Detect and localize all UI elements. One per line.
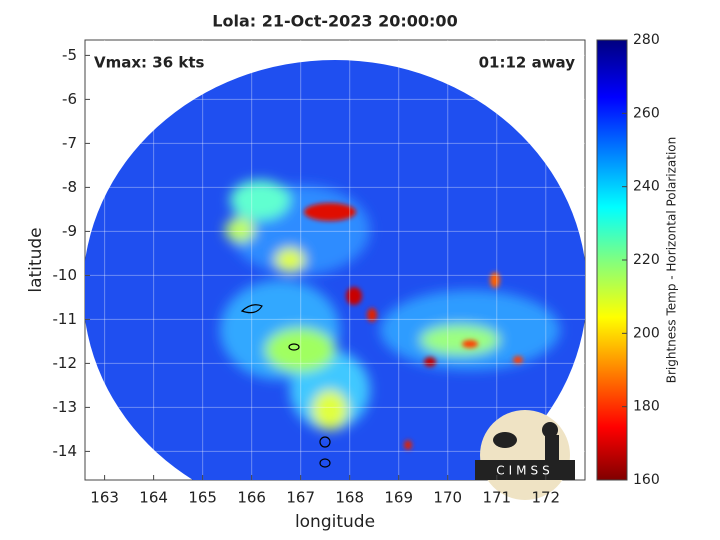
chart-title: Lola: 21-Oct-2023 20:00:00: [212, 12, 457, 31]
y-tick-label: -9: [62, 222, 77, 240]
colorbar-tick-label: 200: [633, 325, 660, 341]
colorbar-tick-label: 220: [633, 252, 660, 268]
cimss-logo: CIMSS: [475, 410, 575, 500]
x-tick-label: 171: [482, 489, 511, 507]
colorbar-tick-label: 160: [633, 472, 660, 488]
y-tick-label: -8: [62, 178, 77, 196]
x-tick-label: 170: [433, 489, 462, 507]
x-tick-label: 167: [286, 489, 315, 507]
y-tick-label: -14: [53, 442, 78, 460]
colorbar-tick-label: 280: [633, 32, 660, 48]
x-axis-label: longitude: [295, 512, 375, 532]
y-tick-label: -13: [53, 398, 78, 416]
x-tick-label: 165: [188, 489, 217, 507]
x-tick-label: 169: [384, 489, 413, 507]
x-tick-label: 172: [531, 489, 560, 507]
colorbar-label: Brightness Temp - Horizontal Polarizatio…: [665, 137, 679, 384]
y-tick-label: -7: [62, 134, 77, 152]
y-tick-label: -6: [62, 90, 77, 108]
grid: [85, 40, 585, 480]
y-tick-label: -10: [53, 266, 78, 284]
colorbar-tick-label: 260: [633, 105, 660, 121]
x-tick-label: 163: [90, 489, 119, 507]
contours: [240, 304, 331, 468]
swath-image: [85, 60, 585, 480]
y-axis-label: latitude: [26, 227, 46, 292]
y-tick-label: -5: [62, 46, 77, 64]
x-tick-label: 164: [139, 489, 168, 507]
logo-text: CIMSS: [496, 464, 554, 478]
colorbar-tick-label: 240: [633, 179, 660, 195]
y-tick-label: -11: [53, 310, 78, 328]
y-tick-label: -12: [53, 354, 78, 372]
x-tick-label: 168: [335, 489, 364, 507]
x-tick-label: 166: [237, 489, 266, 507]
colorbar-tick-label: 180: [633, 399, 660, 415]
annotation: 01:12 away: [479, 54, 576, 72]
annotation: Vmax: 36 kts: [94, 54, 204, 72]
